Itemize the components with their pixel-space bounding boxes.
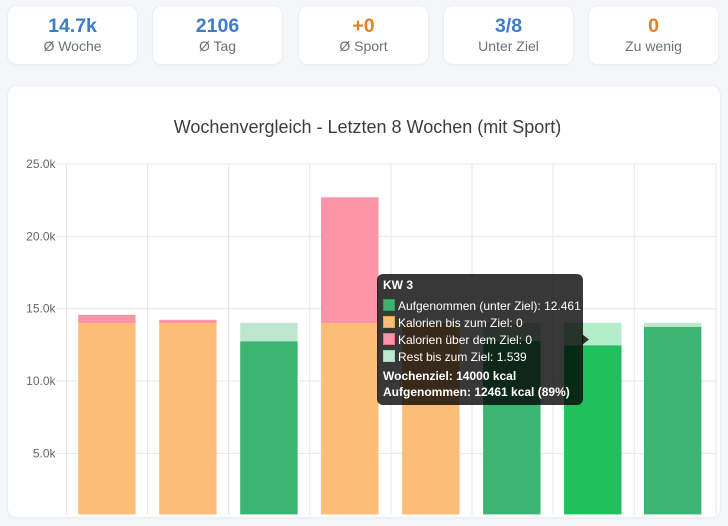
svg-text:20.0k: 20.0k: [26, 229, 56, 243]
svg-text:15.0k: 15.0k: [26, 302, 56, 316]
svg-text:5.0k: 5.0k: [33, 446, 57, 460]
svg-text:25.0k: 25.0k: [26, 157, 56, 171]
svg-text:10.0k: 10.0k: [26, 374, 56, 388]
